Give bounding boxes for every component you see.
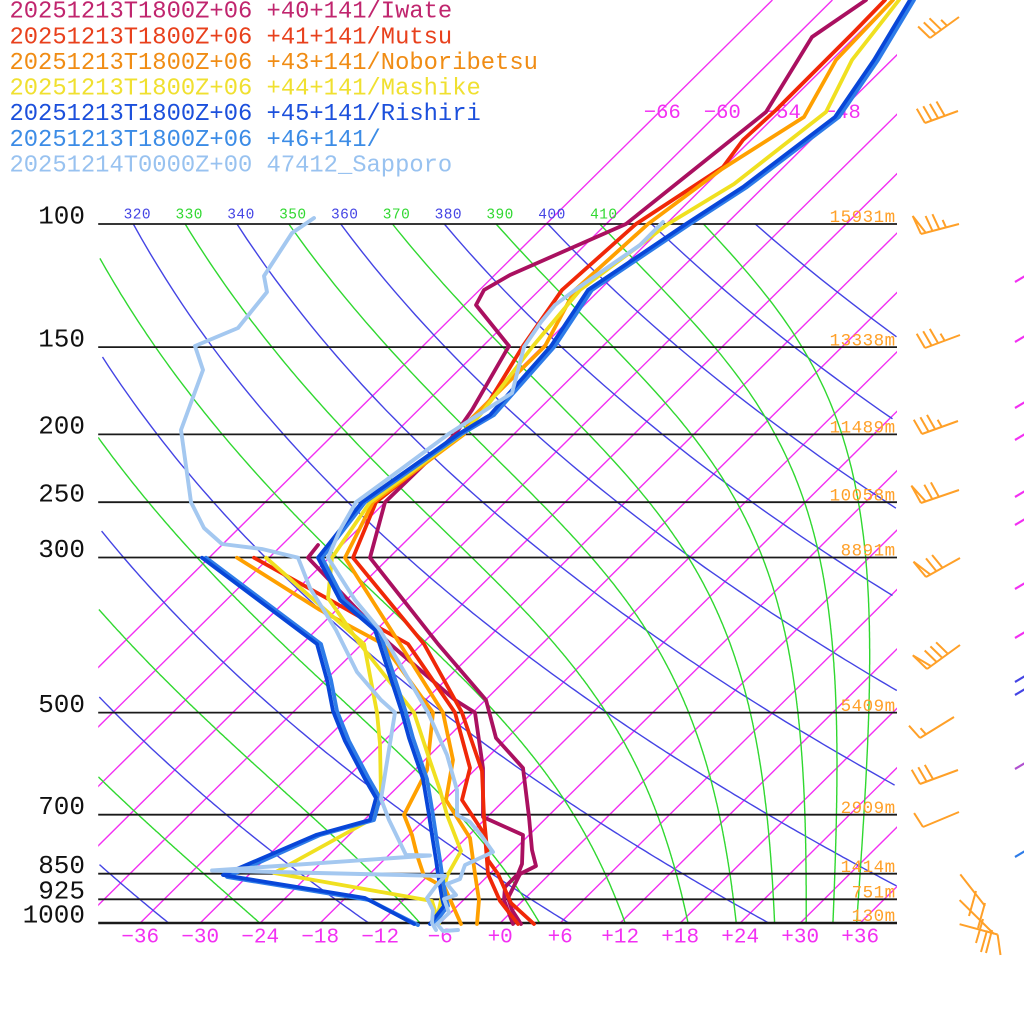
svg-text:+36: +36 [841,927,879,950]
svg-text:−66: −66 [644,102,681,125]
svg-text:1414m: 1414m [841,858,896,878]
svg-text:380: 380 [435,208,462,224]
svg-text:20251213T1800Z+06 +40+141/Iwat: 20251213T1800Z+06 +40+141/Iwate [10,0,453,26]
svg-text:350: 350 [279,208,306,224]
svg-text:330: 330 [175,208,202,224]
svg-text:320: 320 [124,208,151,224]
svg-text:300: 300 [38,535,85,565]
svg-text:20251213T1800Z+06 +41+141/Muts: 20251213T1800Z+06 +41+141/Mutsu [10,24,453,51]
svg-text:+0: +0 [488,927,513,950]
svg-text:+30: +30 [781,927,819,950]
svg-text:751m: 751m [852,884,896,904]
svg-text:390: 390 [486,208,513,224]
svg-text:−60: −60 [704,102,741,125]
svg-text:+18: +18 [661,927,699,950]
svg-text:15931m: 15931m [830,208,896,228]
svg-text:20251213T1800Z+06 +45+141/Rish: 20251213T1800Z+06 +45+141/Rishiri [10,101,481,128]
svg-text:−54: −54 [764,102,801,125]
svg-text:340: 340 [227,208,254,224]
svg-text:−30: −30 [181,927,219,950]
svg-text:850: 850 [38,851,85,881]
svg-text:8891m: 8891m [841,542,896,562]
svg-text:+12: +12 [601,927,639,950]
svg-text:10058m: 10058m [830,486,896,506]
svg-text:130m: 130m [852,907,896,927]
svg-text:−36: −36 [121,927,159,950]
svg-text:200: 200 [38,412,85,442]
svg-text:925: 925 [38,877,85,907]
svg-text:5409m: 5409m [841,697,896,717]
svg-text:20251213T1800Z+06 +46+141/: 20251213T1800Z+06 +46+141/ [10,127,381,154]
svg-text:13338m: 13338m [830,331,896,351]
svg-text:250: 250 [38,480,85,510]
svg-text:370: 370 [383,208,410,224]
svg-text:1000: 1000 [23,900,85,930]
svg-text:20251213T1800Z+06 +43+141/Nobo: 20251213T1800Z+06 +43+141/Noboribetsu [10,50,538,77]
svg-text:360: 360 [331,208,358,224]
svg-text:11489m: 11489m [830,419,896,439]
svg-text:410: 410 [590,208,617,224]
svg-text:310: 310 [72,208,99,224]
svg-text:20251214T0000Z+00 47412_Sappor: 20251214T0000Z+00 47412_Sapporo [10,152,453,179]
svg-text:2909m: 2909m [841,799,896,819]
svg-text:100: 100 [38,201,85,231]
svg-text:−24: −24 [241,927,279,950]
svg-text:+6: +6 [548,927,573,950]
svg-text:+24: +24 [721,927,759,950]
svg-text:500: 500 [38,690,85,720]
svg-text:700: 700 [38,792,85,822]
svg-text:150: 150 [38,324,85,354]
svg-text:20251213T1800Z+06 +44+141/Mash: 20251213T1800Z+06 +44+141/Mashike [10,76,481,103]
svg-text:−18: −18 [301,927,339,950]
svg-text:−12: −12 [361,927,399,950]
svg-text:400: 400 [538,208,565,224]
